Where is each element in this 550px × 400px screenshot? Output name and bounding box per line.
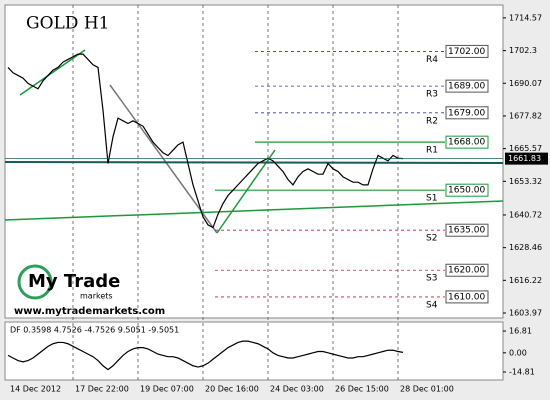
level-name: S3 <box>426 274 437 284</box>
y-tick-label: 16.81 <box>509 327 532 336</box>
logo-sub: markets <box>80 292 113 301</box>
last-price-label: 1661.83 <box>508 154 541 163</box>
level-box <box>445 263 489 277</box>
trend-line <box>19 49 86 96</box>
y-tick-label: 1690.07 <box>509 79 542 88</box>
level-label: 1650.00 <box>448 186 485 196</box>
y-tick-label: 1665.57 <box>509 144 542 153</box>
level-box <box>445 106 489 120</box>
indicator-panel <box>4 321 504 381</box>
y-tick-label: 1628.46 <box>509 243 542 252</box>
level-name: R4 <box>426 55 438 65</box>
trend-line <box>4 161 504 164</box>
level-name: R1 <box>426 146 438 156</box>
logo: My Trade markets www.mytrademarkets.com <box>14 264 165 317</box>
price-line <box>7 53 404 229</box>
y-tick-label: 1653.32 <box>509 177 542 186</box>
trend-line <box>4 200 504 221</box>
y-tick-label: -14.81 <box>509 367 535 376</box>
level-label: 1635.00 <box>448 226 485 236</box>
level-name: R3 <box>426 90 438 100</box>
y-tick-label: 1702.3 <box>509 46 537 55</box>
x-tick-label: 14 Dec 2012 <box>10 385 61 394</box>
level-label: 1679.00 <box>448 108 485 118</box>
chart-title: GOLD H1 <box>26 14 109 34</box>
level-box <box>445 135 489 149</box>
level-label: 1702.00 <box>448 47 485 57</box>
level-box <box>445 79 489 93</box>
last-price-box <box>505 152 548 165</box>
level-name: R2 <box>426 116 438 126</box>
y-tick-label: 1640.72 <box>509 210 542 219</box>
level-name: S2 <box>426 234 437 244</box>
indicator-label: DF 0.3598 4.7526 -4.7526 9.5051 -9.5051 <box>10 326 179 335</box>
y-tick-label: 1603.97 <box>509 309 542 318</box>
x-tick-label: 26 Dec 15:00 <box>335 385 389 394</box>
level-name: S4 <box>426 300 438 310</box>
x-tick-label: 19 Dec 07:00 <box>140 385 194 394</box>
level-label: 1689.00 <box>448 82 485 92</box>
y-tick-label: 1616.22 <box>509 276 542 285</box>
price-line <box>7 340 404 371</box>
y-tick-label: 0.00 <box>509 348 527 357</box>
trend-line <box>216 149 276 234</box>
level-box <box>445 290 489 304</box>
level-box <box>445 183 489 197</box>
y-tick-label: 1677.82 <box>509 111 542 120</box>
level-box <box>445 44 489 58</box>
x-tick-label: 17 Dec 22:00 <box>75 385 129 394</box>
logo-brand: My Trade <box>28 271 120 292</box>
level-label: 1610.00 <box>448 292 485 302</box>
x-tick-label: 28 Dec 01:00 <box>400 385 454 394</box>
level-label: 1620.00 <box>448 266 485 276</box>
level-name: S1 <box>426 194 437 204</box>
x-tick-label: 20 Dec 16:00 <box>205 385 259 394</box>
logo-ring <box>17 264 53 300</box>
level-box <box>445 223 489 237</box>
x-tick-label: 24 Dec 03:00 <box>270 385 324 394</box>
logo-url: www.mytrademarkets.com <box>14 306 165 317</box>
y-tick-label: 1714.57 <box>509 13 542 22</box>
level-label: 1668.00 <box>448 138 485 148</box>
